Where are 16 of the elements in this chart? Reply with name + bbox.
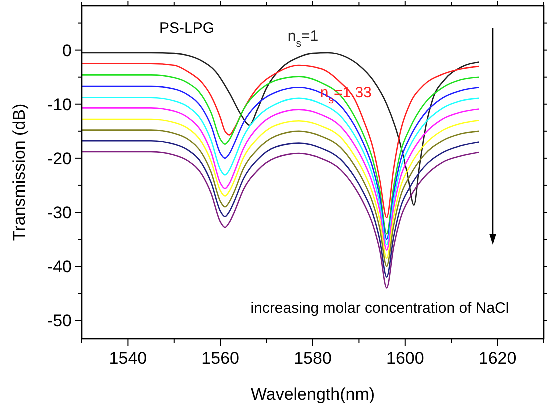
y-tick-label: -20 [47,149,72,168]
y-tick-label: -10 [47,95,72,114]
annotation: PS-LPG [159,20,215,37]
y-tick-label: -50 [47,312,72,331]
x-tick-label: 1580 [294,349,332,368]
series-label: n$_{s}$=1 [288,28,319,50]
y-tick-label: -30 [47,204,72,223]
x-tick-label: 1540 [109,349,148,368]
x-tick-label: 1560 [202,349,240,368]
annotation: increasing molar concentration of NaCl [250,300,510,317]
x-axis-title: Wavelength(nm) [250,385,376,404]
y-axis-title: Transmission (dB) [10,104,29,242]
y-tick-label: -40 [47,258,72,277]
x-tick-label: 1600 [386,349,424,368]
x-tick-label: 1620 [478,349,517,368]
y-tick-label: 0 [62,41,72,60]
